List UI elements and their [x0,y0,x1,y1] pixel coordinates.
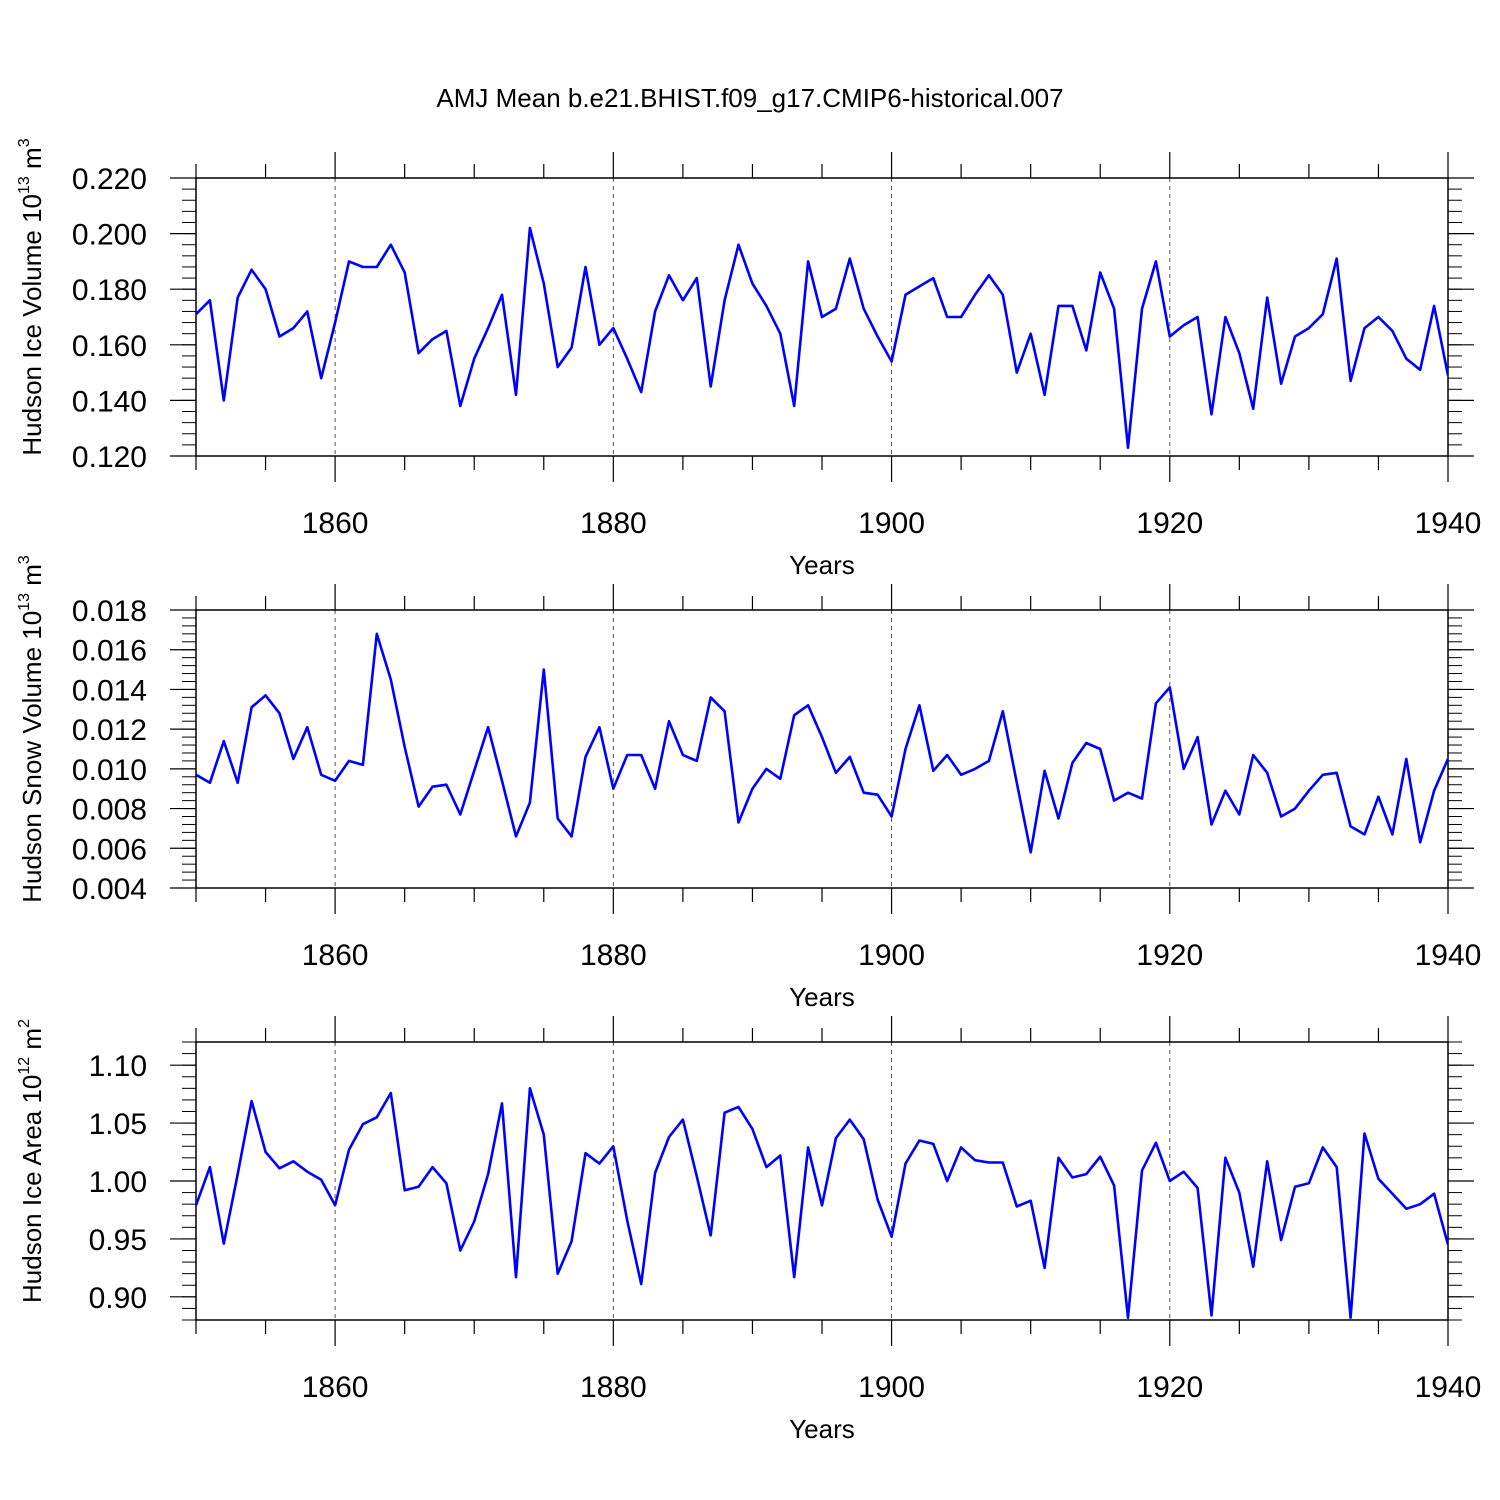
x-tick-label: 1860 [302,1371,369,1404]
panel-ice-volume: 0.120 0.140 0.160 0.180 0.200 0.220 1860 1880 19… [16,138,1481,580]
panel-snow-volume: 0.004 0.006 0.008 0.010 0.012 0.014 0.016 0.018… [16,555,1481,1012]
y-tick-label: 0.012 [72,714,147,747]
y-tick-label: 0.014 [72,674,147,707]
x-tick-label: 1880 [580,1371,647,1404]
y-tick-label: 0.220 [72,163,147,196]
y-tick-label: 0.90 [89,1282,147,1315]
x-axis-label: Years [789,982,855,1012]
x-tick-label: 1900 [858,507,925,540]
y-tick-label: 0.160 [72,330,147,363]
chart-panels: 0.120 0.140 0.160 0.180 0.200 0.220 1860 1880 19… [16,138,1481,1444]
x-axis-label: Years [789,1414,855,1444]
x-tick-label: 1860 [302,507,369,540]
y-tick-label: 0.180 [72,274,147,307]
x-tick-label: 1940 [1415,939,1482,972]
panel-ice-area: 0.90 0.95 1.00 1.05 1.10 1860 1880 1900 1920 1940… [16,1016,1481,1444]
x-tick-label: 1860 [302,939,369,972]
y-tick-label: 0.004 [72,873,147,906]
plot-frame [195,1041,1449,1321]
x-tick-label: 1880 [580,939,647,972]
y-tick-label: 0.008 [72,794,147,827]
y-tick-label: 0.140 [72,385,147,418]
series-line-ice-area [196,1087,1448,1319]
x-tick-label: 1940 [1415,507,1482,540]
y-axis-label: Hudson Ice Area 1012 m2 [16,1019,47,1303]
figure-title: AMJ Mean b.e21.BHIST.f09_g17.CMIP6-histo… [436,83,1063,113]
x-axis-label: Years [789,550,855,580]
plot-frame [195,609,1449,889]
series-line-ice-volume [196,226,1448,450]
x-tick-label: 1920 [1136,1371,1203,1404]
x-tick-label: 1900 [858,939,925,972]
y-tick-label: 0.006 [72,833,147,866]
y-tick-label: 1.05 [89,1108,147,1141]
y-tick-label: 0.200 [72,219,147,252]
y-axis-label: Hudson Ice Volume 1013 m3 [16,138,47,455]
x-tick-label: 1900 [858,1371,925,1404]
y-tick-label: 0.018 [72,595,147,628]
x-tick-label: 1880 [580,507,647,540]
x-tick-label: 1940 [1415,1371,1482,1404]
series-line-snow-volume [196,632,1448,854]
y-tick-label: 0.120 [72,441,147,474]
y-tick-label: 0.016 [72,635,147,668]
y-tick-label: 1.10 [89,1050,147,1083]
y-tick-label: 0.010 [72,754,147,787]
x-tick-label: 1920 [1136,939,1203,972]
y-tick-label: 0.95 [89,1224,147,1257]
y-tick-label: 1.00 [89,1166,147,1199]
y-axis-label: Hudson Snow Volume 1013 m3 [16,555,47,903]
x-tick-label: 1920 [1136,507,1203,540]
